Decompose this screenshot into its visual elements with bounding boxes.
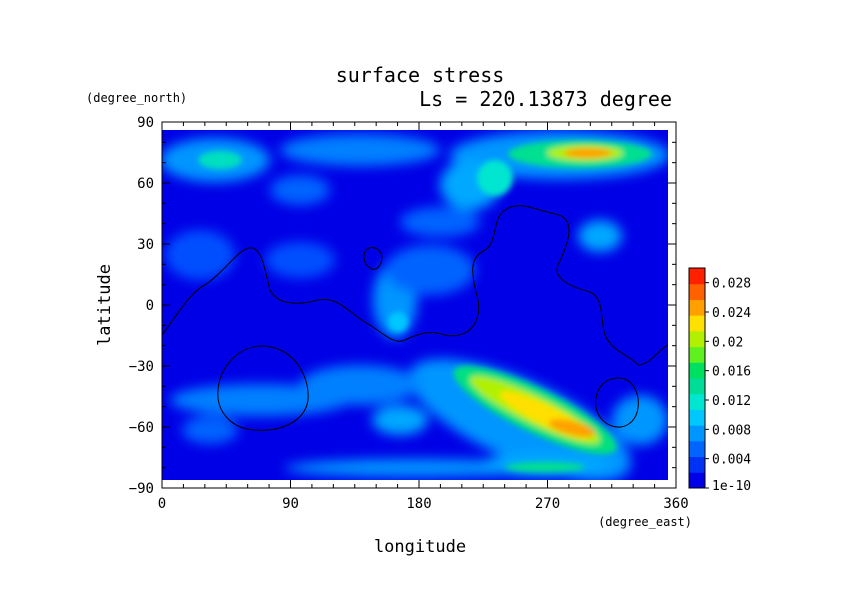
colorbar: 0.028 0.024 0.02 0.016 0.012 0.008 0.004 1e-10	[688, 267, 751, 494]
colorbar-segment	[689, 346, 705, 363]
colorbar-segment	[689, 472, 705, 489]
colorbar-segment	[689, 425, 705, 442]
y-axis-label: latitude	[95, 264, 115, 346]
colorbar-tick-label: 0.016	[712, 365, 751, 380]
x-tick-label: 270	[535, 496, 560, 512]
colorbar-segment	[689, 409, 705, 426]
colorbar-tick-label: 0.024	[712, 306, 751, 321]
contour-small-island	[363, 247, 383, 270]
colorbar-tick-label: 0.028	[712, 277, 751, 292]
y-tick-label: 0	[146, 298, 154, 314]
chart-title: surface stress	[336, 63, 505, 87]
x-tick-label: 0	[158, 496, 166, 512]
x-unit-label: (degree_east)	[598, 515, 692, 529]
colorbar-segment	[689, 330, 705, 348]
colorbar-segment	[689, 440, 705, 458]
colorbar-segment	[689, 393, 705, 410]
x-axis-label: longitude	[374, 537, 466, 557]
contour-southeast-basin	[595, 377, 639, 428]
topography-contours	[162, 205, 668, 431]
colorbar-segment	[689, 456, 705, 473]
y-tick-label: −90	[129, 481, 154, 497]
colorbar-segment	[689, 362, 705, 379]
y-tick-label: −30	[129, 359, 154, 375]
colorbar-tick-label: 0.012	[712, 394, 751, 409]
plot-axes: 0 90 180 270 360 90 60 30 0 −30 −60 −90	[129, 115, 689, 512]
colorbar-segment	[689, 268, 705, 285]
colorbar-segment	[689, 315, 705, 332]
y-tick-label: 30	[137, 237, 154, 253]
x-tick-label: 180	[406, 496, 431, 512]
y-tick-label: 60	[137, 176, 154, 192]
colorbar-tick-label: 0.02	[712, 335, 743, 350]
colorbar-segment	[689, 378, 705, 395]
y-unit-label: (degree_north)	[86, 91, 187, 105]
colorbar-tick-label: 0.008	[712, 423, 751, 438]
colorbar-segment	[689, 283, 705, 300]
colorbar-segment	[689, 299, 705, 316]
y-tick-label: 90	[137, 115, 154, 131]
colorbar-tick-label: 1e-10	[712, 479, 751, 494]
contour-southwest-basin	[217, 345, 309, 431]
y-tick-label: −60	[129, 420, 154, 436]
colorbar-frame	[688, 267, 706, 489]
chart-subtitle: Ls = 220.13873 degree	[419, 87, 672, 111]
colorbar-tick-label: 0.004	[712, 453, 751, 468]
x-tick-label: 90	[282, 496, 299, 512]
heatmap-field	[162, 130, 668, 480]
coastline-contour-main	[162, 205, 668, 366]
x-tick-label: 360	[663, 496, 688, 512]
